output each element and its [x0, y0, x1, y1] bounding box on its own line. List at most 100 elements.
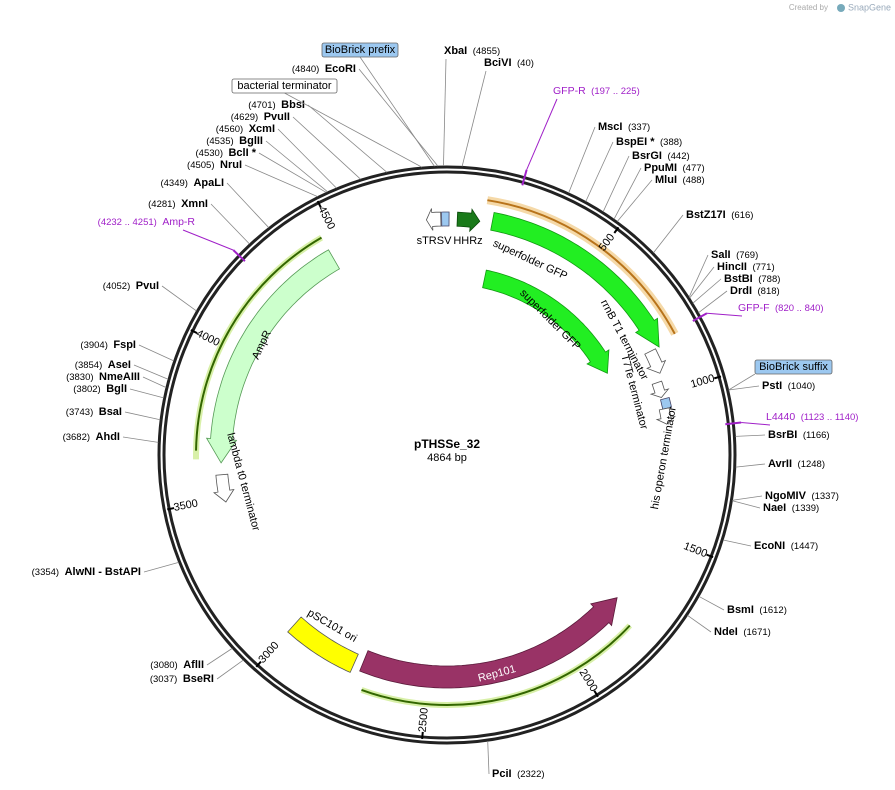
enzyme-label: EcoNI (1447) [754, 540, 818, 552]
enzyme-leader [689, 266, 715, 299]
feature-psc101 [287, 616, 359, 673]
enzyme-name: BsrBI [768, 429, 797, 441]
enzyme-pos: (1612) [759, 605, 786, 616]
enzyme-name: BclI * [228, 147, 256, 159]
feature-box [754, 359, 833, 375]
enzyme-label: BstZ17I (616) [686, 209, 753, 221]
feature-hhrz [456, 208, 481, 233]
enzyme-leader [692, 278, 722, 304]
enzyme-leader [216, 659, 244, 680]
enzyme-leader [129, 388, 164, 399]
feature-label: sTRSV [417, 235, 453, 247]
enzyme-name: PvuI [136, 280, 159, 292]
enzyme-leader [602, 155, 630, 212]
enzyme-label: SalI (769) [711, 249, 758, 261]
enzyme-name: XcmI [249, 123, 275, 135]
backbone-outer [157, 165, 737, 745]
enzyme-pos: (1447) [791, 541, 818, 552]
enzyme-label: PpuMI (477) [644, 162, 705, 174]
enzyme-label: MscI (337) [598, 121, 650, 133]
enzyme-label: (4560) XcmI [216, 123, 275, 135]
primer-line-rep-core [361, 624, 631, 706]
feature-label: HHRz [453, 235, 482, 247]
enzyme-leader [613, 167, 642, 220]
feature-rrnb [644, 348, 667, 374]
tick-label: 1500 [682, 540, 709, 560]
enzyme-label: BstBI (788) [724, 273, 780, 285]
enzyme-pos: (2322) [517, 769, 544, 780]
enzyme-name: BseRI [183, 673, 214, 685]
primer-range: (197 .. 225) [591, 86, 640, 97]
enzyme-pos: (388) [660, 137, 682, 148]
primer-label: (4232 .. 4251) Amp-R [98, 216, 196, 228]
enzyme-label: (4505) NruI [187, 159, 242, 171]
feature-box-label: BioBrick suffix [759, 361, 828, 373]
feature-rep101 [359, 597, 618, 689]
enzyme-name: ApaLI [193, 177, 224, 189]
enzyme-leader [142, 376, 167, 388]
enzyme-label: DrdI (818) [730, 285, 780, 297]
enzyme-pos: (4855) [473, 46, 500, 57]
enzyme-label: (3830) NmeAIII [66, 371, 140, 383]
primer-mark [725, 421, 742, 426]
enzyme-pos: (4701) [248, 100, 275, 111]
enzyme-pos: (4629) [231, 112, 258, 123]
feature-box-label: BioBrick prefix [325, 44, 396, 56]
enzyme-leader [124, 411, 161, 421]
enzyme-name: NgoMIV [765, 490, 807, 502]
enzyme-name: BsaI [99, 406, 122, 418]
enzyme-pos: (769) [736, 250, 758, 261]
tick-label: 3000 [256, 640, 281, 666]
enzyme-name: XbaI [444, 45, 467, 57]
enzyme-pos: (4281) [148, 199, 175, 210]
enzyme-name: BsmI [727, 604, 754, 616]
enzyme-name: BsrGI [632, 150, 662, 162]
primer-range: (820 .. 840) [775, 303, 824, 314]
box-leader [284, 92, 423, 168]
primer-name: GFP-R [553, 85, 586, 97]
enzyme-label: (3037) BseRI [150, 673, 214, 685]
tick-mark [316, 200, 322, 208]
primer-leader [706, 312, 743, 317]
enzyme-label: PstI (1040) [762, 380, 815, 392]
enzyme-name: HincII [717, 261, 747, 273]
feature-box [321, 42, 399, 58]
enzyme-pos: (4560) [216, 124, 243, 135]
watermark: Created by [789, 3, 828, 12]
primer-label: L4440 (1123 .. 1140) [766, 411, 858, 423]
enzyme-label: (3743) BsaI [66, 406, 122, 418]
enzyme-pos: (3354) [32, 567, 59, 578]
enzyme-name: BspEI * [616, 136, 655, 148]
enzyme-label: BsmI (1612) [727, 604, 787, 616]
plasmid-name: pTHSSe_32 [414, 437, 480, 451]
feature-label: lambda t0 terminator [224, 432, 262, 533]
enzyme-label: (4629) PvuII [231, 111, 290, 123]
primer-mark [692, 312, 708, 322]
enzyme-pos: (3037) [150, 674, 177, 685]
enzyme-label: PciI (2322) [492, 768, 545, 780]
enzyme-leader [122, 436, 159, 443]
enzyme-leader [307, 104, 388, 173]
enzyme-leader [443, 58, 447, 167]
tick-mark [255, 660, 262, 668]
enzyme-pos: (3802) [73, 384, 100, 395]
enzyme-name: BstZ17I [686, 209, 726, 221]
feature-ampr [205, 249, 341, 464]
primer-leader [182, 229, 234, 251]
enzyme-label: (4281) XmnI [148, 198, 208, 210]
enzyme-label: (3904) FspI [80, 339, 136, 351]
enzyme-leader [258, 152, 327, 193]
enzyme-pos: (1671) [743, 627, 770, 638]
enzyme-leader [653, 214, 684, 254]
enzyme-label: (4840) EcoRI [292, 63, 356, 75]
enzyme-leader [487, 741, 490, 775]
enzyme-pos: (1248) [798, 459, 825, 470]
enzyme-leader [265, 140, 328, 193]
enzyme-leader [698, 596, 725, 611]
feature-gfp-2 [482, 269, 610, 374]
enzyme-pos: (771) [752, 262, 774, 273]
enzyme-name: FspI [113, 339, 136, 351]
enzyme-label: XbaI (4855) [444, 45, 500, 57]
feature-label: his operon terminator [649, 405, 679, 510]
feature-t7te [649, 380, 670, 398]
